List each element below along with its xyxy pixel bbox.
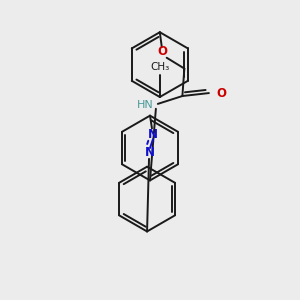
Text: O: O <box>217 87 227 100</box>
Text: CH₃: CH₃ <box>150 62 170 73</box>
Text: N: N <box>148 128 158 141</box>
Text: O: O <box>158 45 168 58</box>
Text: N: N <box>145 146 155 159</box>
Text: HN: HN <box>137 100 154 110</box>
